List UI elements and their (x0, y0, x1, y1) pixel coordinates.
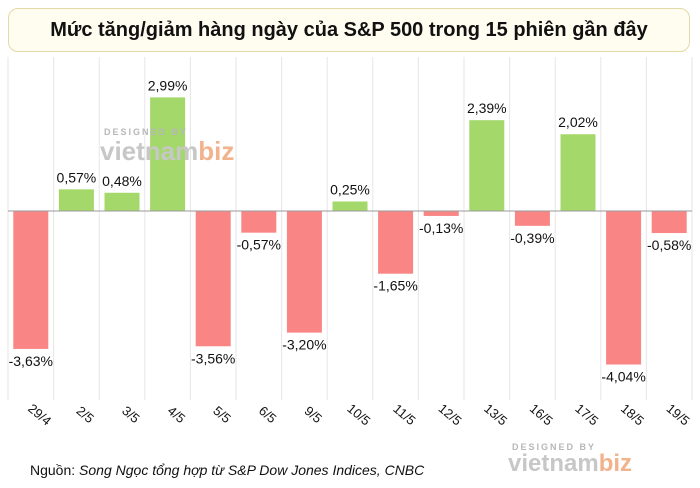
x-tick-label: 9/5 (302, 403, 325, 426)
bar (13, 211, 49, 349)
bar (651, 211, 687, 234)
bar (332, 201, 368, 211)
data-label: -0,57% (237, 237, 281, 253)
x-tick-label: 13/5 (481, 401, 510, 429)
watermark-brand-a: vietnam (100, 136, 199, 166)
bar (104, 192, 140, 211)
data-label: 2,99% (148, 77, 188, 93)
x-tick-label: 11/5 (390, 401, 418, 428)
bar (378, 211, 414, 274)
data-label: 2,39% (467, 100, 507, 116)
bar (423, 211, 459, 216)
watermark-logo-bottom: vietnambiz (508, 450, 632, 478)
bar (606, 211, 642, 365)
x-tick-label: 19/5 (664, 401, 693, 429)
source-note: Nguồn: Song Ngọc tổng hợp từ S&P Dow Jon… (30, 462, 424, 478)
data-label: 0,57% (57, 169, 97, 185)
data-label: -1,65% (373, 278, 417, 294)
watermark-designed-by-bottom: DESIGNED BY (512, 442, 597, 452)
source-label: Nguồn: (30, 462, 76, 478)
watermark-brand-b: biz (198, 136, 235, 166)
x-tick-label: 17/5 (572, 401, 601, 429)
x-tick-label: 5/5 (210, 403, 233, 426)
bar (58, 189, 94, 211)
bar (514, 211, 550, 226)
data-label: -3,56% (191, 350, 235, 366)
x-tick-label: 10/5 (344, 401, 373, 429)
x-tick-label: 2/5 (74, 403, 97, 426)
data-label: 0,25% (330, 182, 370, 198)
watermark-designed-by: DESIGNED BY (104, 127, 189, 137)
watermark-logo: vietnambiz (100, 136, 234, 167)
data-label: -0,13% (419, 220, 463, 236)
x-tick-label: 12/5 (436, 401, 465, 429)
bar (150, 97, 186, 211)
x-tick-label: 18/5 (618, 401, 647, 429)
data-label: 2,02% (558, 114, 598, 130)
x-tick-label: 3/5 (119, 403, 142, 426)
bar (241, 211, 277, 233)
bar-chart: -3,63% 29/4 0,57% 2/5 0,48% 3/5 2,99% 4/5 -3,56%… (7, 57, 693, 429)
title-box: Mức tăng/giảm hàng ngày của S&P 500 tron… (8, 8, 690, 52)
bar (560, 134, 596, 211)
watermark-brand-a-bottom: vietnam (508, 450, 599, 477)
bar (286, 211, 322, 333)
bar (469, 120, 505, 211)
bar (195, 211, 231, 347)
x-tick-label: 16/5 (527, 401, 556, 429)
x-tick-label: 6/5 (256, 403, 279, 426)
x-tick-label: 4/5 (165, 403, 188, 426)
data-label: -3,20% (282, 337, 326, 353)
chart-title: Mức tăng/giảm hàng ngày của S&P 500 tron… (50, 18, 648, 41)
watermark-brand-b-bottom: biz (598, 450, 633, 477)
data-label: -0,39% (510, 230, 554, 246)
x-tick-label: 29/4 (25, 401, 54, 429)
data-label: 0,48% (102, 173, 142, 189)
source-text: Song Ngọc tổng hợp từ S&P Dow Jones Indi… (79, 462, 425, 478)
data-label: -4,04% (601, 369, 645, 385)
data-label: -3,63% (9, 353, 53, 369)
data-label: -0,58% (647, 237, 691, 253)
